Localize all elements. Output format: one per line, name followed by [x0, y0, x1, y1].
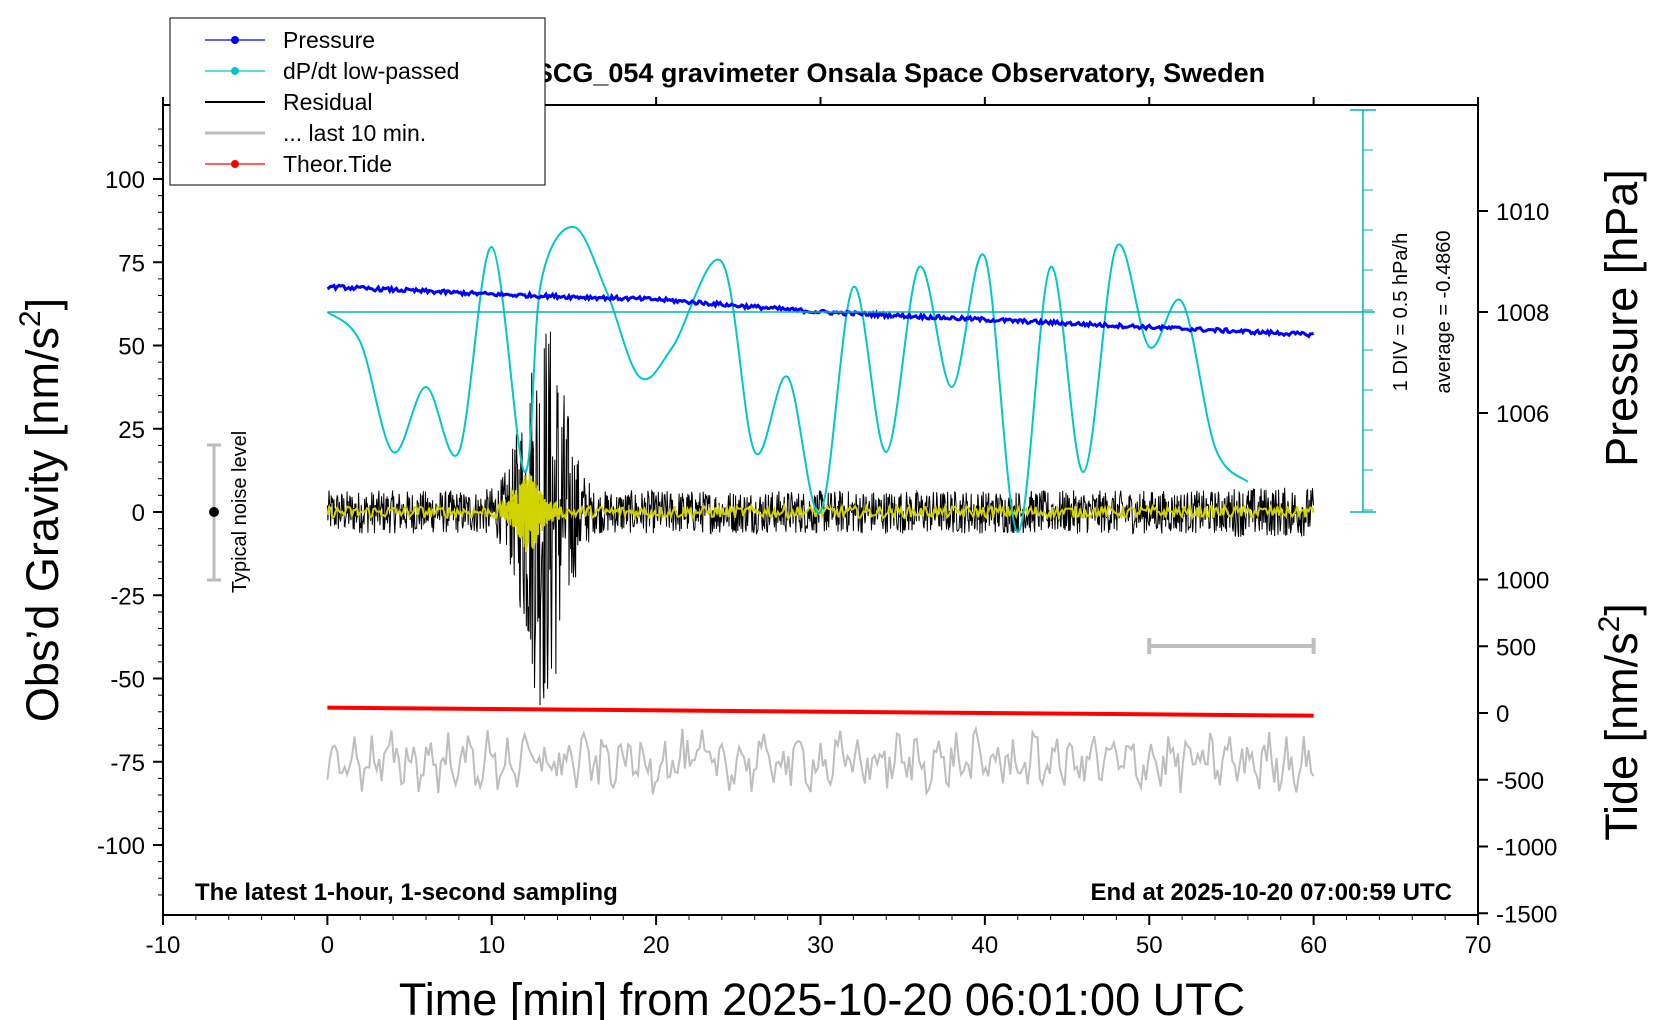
- legend-marker-dpdt: [231, 67, 239, 75]
- y-axis-title-tide-sup: 2: [1593, 616, 1626, 633]
- x-tick-label: 0: [321, 932, 334, 959]
- y-tick-label: 100: [105, 167, 145, 194]
- y-tick-label: -75: [110, 750, 145, 777]
- y-tick-label: 50: [118, 334, 145, 361]
- x-tick-label: 20: [643, 932, 670, 959]
- tide-tick-label: -1000: [1496, 835, 1557, 862]
- y-axis-title-tide-main: Tide [nm/s: [1596, 632, 1647, 840]
- tide-line: [327, 705, 1314, 718]
- x-tick-label: 70: [1465, 932, 1492, 959]
- scale-bar-note-2: average = -0.4860: [1433, 231, 1455, 394]
- y-tick-label: -50: [110, 667, 145, 694]
- pressure-tick-label: 1008: [1496, 300, 1549, 327]
- tide-tick-label: -1500: [1496, 901, 1557, 928]
- legend-item-tide: Theor.Tide: [205, 151, 392, 177]
- y-tick-label: 0: [132, 500, 145, 527]
- tide-tick-label: 500: [1496, 634, 1536, 661]
- x-tick-label: 60: [1300, 932, 1327, 959]
- tide-tick-label: 0: [1496, 701, 1509, 728]
- last-10-min-layer: [326, 725, 1315, 797]
- legend-item-last10: ... last 10 min.: [205, 120, 426, 146]
- bottom-left-note: The latest 1-hour, 1-second sampling: [195, 879, 618, 906]
- y-axis-title-left: Obs’d Gravity [nm/s2]: [14, 298, 68, 722]
- residual-smoothed-line: [326, 475, 1315, 553]
- y-axis-title-tide: Tide [nm/s2]: [1593, 603, 1647, 841]
- y-tick-label: 25: [118, 417, 145, 444]
- y-axis-title-left-sup: 2: [14, 310, 47, 327]
- residual-line: [326, 331, 1315, 706]
- tide-tick-label: 1000: [1496, 568, 1549, 595]
- pressure-layer: [326, 283, 1315, 339]
- bottom-right-note: End at 2025-10-20 07:00:59 UTC: [1091, 879, 1453, 906]
- x-tick-label: 30: [807, 932, 834, 959]
- chart-title: SCG_054 gravimeter Onsala Space Observat…: [535, 58, 1265, 88]
- legend-item-pressure: Pressure: [205, 27, 375, 53]
- noise-level-dot: [209, 507, 219, 517]
- axes-layer: -10 0 10 20 30 40 50 60 701007550250-25-50-75-10…: [97, 97, 1557, 959]
- y-axis-title-pressure: Pressure [hPa]: [1596, 169, 1647, 467]
- x-tick-label: 10: [478, 932, 505, 959]
- legend-item-residual: Residual: [205, 89, 373, 115]
- y-tick-label: -25: [110, 583, 145, 610]
- x-tick-label: 40: [972, 932, 999, 959]
- legend-marker-tide: [231, 160, 239, 168]
- x-tick-label: 50: [1136, 932, 1163, 959]
- scale-bar-note-1: 1 DIV = 0.5 hPa/h: [1390, 233, 1412, 391]
- legend-label-tide: Theor.Tide: [283, 151, 392, 177]
- x-tick-label: -10: [146, 932, 181, 959]
- residual-smoothed-burst: [499, 474, 560, 548]
- noise-level-label: Typical noise level: [229, 431, 251, 593]
- tide-layer: [327, 705, 1314, 718]
- legend-label-dpdt: dP/dt low-passed: [283, 58, 459, 84]
- x-axis-title: Time [min] from 2025-10-20 06:01:00 UTC: [399, 974, 1245, 1020]
- legend-label-residual: Residual: [283, 89, 373, 115]
- legend-marker-pressure: [231, 36, 239, 44]
- tide-tick-label: -500: [1496, 768, 1544, 795]
- pressure-tick-label: 1006: [1496, 401, 1549, 428]
- y-axis-title-tide-end: ]: [1596, 603, 1647, 616]
- last-10-min-line: [326, 725, 1315, 797]
- dpdt-layer: [326, 225, 1249, 534]
- legend-item-dpdt: dP/dt low-passed: [205, 58, 459, 84]
- residual-layer: [326, 331, 1315, 706]
- pressure-line: [326, 283, 1315, 339]
- legend-label-pressure: Pressure: [283, 27, 375, 53]
- y-axis-title-left-main: Obs’d Gravity [nm/s: [17, 327, 68, 722]
- y-tick-label: 75: [118, 250, 145, 277]
- y-axis-title-left-end: ]: [17, 298, 68, 311]
- y-tick-label: -100: [97, 833, 145, 860]
- dpdt-line: [326, 225, 1249, 534]
- legend-label-last10: ... last 10 min.: [283, 120, 426, 146]
- pressure-tick-label: 1010: [1496, 199, 1549, 226]
